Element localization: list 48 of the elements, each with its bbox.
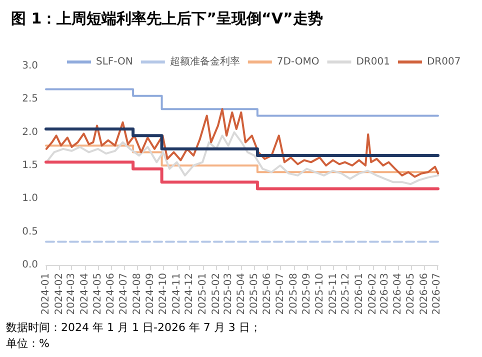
x-tick-label: 2024-11	[171, 273, 182, 315]
x-tick-label: 2024-05	[92, 273, 104, 315]
x-tick-label: 2024-08	[132, 273, 143, 315]
legend-label: SLF-ON	[96, 56, 133, 68]
x-tick-label: 2025-10	[314, 273, 326, 315]
x-tick-label: 2026-03	[379, 273, 390, 315]
x-tick-label: 2026-01	[354, 273, 366, 315]
x-tick-label: 2025-06	[262, 273, 274, 315]
x-tick-label: 2025-05	[248, 273, 260, 315]
x-tick-label: 2024-09	[145, 273, 156, 315]
y-tick-label: 0.5	[22, 226, 38, 238]
x-tick-label: 2024-07	[118, 273, 130, 315]
legend-label: 7D-OMO	[276, 56, 320, 68]
y-tick-label: 0.0	[22, 260, 38, 270]
y-tick-label: 1.5	[22, 160, 38, 171]
x-tick-label: 2026-07	[432, 273, 443, 315]
x-tick-label: 2024-01	[40, 273, 52, 315]
legend-label: DR007	[426, 56, 461, 68]
x-tick-label: 2025-12	[340, 273, 352, 315]
x-tick-label: 2025-02	[210, 273, 222, 315]
x-tick-label: 2025-07	[275, 273, 286, 315]
legend-label: 超额准备金利率	[170, 56, 240, 68]
x-tick-label: 2025-08	[288, 273, 300, 315]
x-tick-label: 2024-10	[158, 273, 170, 315]
x-tick-label: 2024-03	[66, 273, 78, 315]
chart-title: 图 1：上周短端利率先上后下”呈现倒“V”走势	[11, 10, 323, 28]
x-tick-label: 2025-03	[222, 273, 234, 315]
x-tick-label: 2025-01	[197, 273, 208, 315]
line-series	[45, 108, 439, 178]
x-tick-label: 2026-05	[405, 273, 416, 315]
x-tick-label: 2024-06	[106, 273, 117, 315]
x-tick-label: 2025-09	[302, 273, 313, 315]
x-tick-label: 2025-11	[328, 273, 339, 315]
x-tick-label: 2024-04	[80, 273, 91, 315]
x-tick-label: 2025-04	[236, 273, 248, 315]
text: 数据时间：2024 年 1 月 1 日-2026 年 7 月 3 日；	[6, 321, 261, 334]
legend-label: DR001	[356, 56, 390, 68]
x-tick-label: 2026-04	[392, 273, 404, 315]
x-tick-label: 2024-02	[54, 273, 65, 315]
y-tick-label: 2.5	[22, 94, 38, 105]
x-tick-label: 2026-02	[367, 273, 378, 315]
x-tick-label: 2026-06	[418, 273, 430, 315]
x-tick-label: 2024-12	[184, 273, 196, 315]
y-tick-label: 3.0	[22, 60, 38, 72]
line-series	[45, 131, 439, 186]
text: 单位：%	[6, 337, 50, 350]
y-tick-label: 2.0	[22, 126, 38, 138]
y-tick-label: 1.0	[22, 193, 38, 204]
